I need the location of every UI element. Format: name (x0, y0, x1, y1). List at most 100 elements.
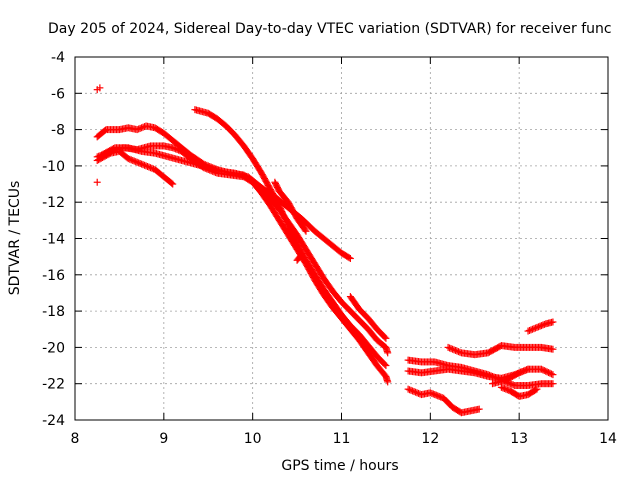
data-point (130, 157, 138, 165)
y-tick-label: -22 (42, 377, 65, 393)
y-tick-label: -10 (42, 159, 65, 175)
data-point (508, 380, 516, 388)
data-point (528, 325, 536, 333)
data-point (437, 393, 445, 401)
data-point (381, 333, 389, 341)
data-point (413, 389, 421, 397)
data-point (426, 389, 434, 397)
data-point (549, 371, 557, 379)
data-point (549, 345, 557, 353)
data-point (520, 367, 528, 375)
data-point (527, 326, 535, 334)
data-point (139, 123, 147, 131)
data-point (384, 349, 392, 357)
data-point (147, 164, 155, 172)
data-point (136, 124, 144, 132)
data-point (429, 390, 437, 398)
data-point (410, 388, 418, 396)
data-point (407, 386, 415, 394)
data-point (138, 124, 146, 132)
data-point (138, 160, 146, 168)
data-point (453, 347, 461, 355)
data-point (148, 164, 156, 172)
data-point (547, 370, 555, 378)
y-tick-label: -14 (42, 232, 65, 248)
y-axis-label: SDTVAR / TECUs (7, 181, 23, 296)
data-point (432, 391, 440, 399)
data-point (144, 163, 152, 171)
x-tick-label: 9 (159, 431, 168, 447)
data-point (534, 323, 542, 331)
y-tick-label: -18 (42, 304, 65, 320)
data-point (345, 254, 353, 262)
data-point (384, 378, 392, 386)
data-point (406, 386, 414, 394)
data-point (536, 322, 544, 330)
data-point (169, 180, 177, 188)
data-point (302, 227, 310, 235)
data-point (297, 252, 305, 260)
x-tick-label: 11 (333, 431, 351, 447)
data-point (298, 251, 306, 259)
data-point (428, 389, 436, 397)
data-point (129, 156, 137, 164)
data-point (431, 391, 439, 399)
data-point (452, 346, 460, 354)
data-point (136, 159, 144, 167)
data-point (126, 155, 134, 163)
data-point (532, 386, 540, 394)
data-point (539, 321, 547, 329)
data-point (531, 324, 539, 332)
data-point (530, 325, 538, 333)
data-point (133, 158, 141, 166)
data-point (521, 366, 529, 374)
data-point (175, 146, 183, 154)
data-point (168, 179, 176, 187)
data-point (135, 125, 143, 133)
data-point (503, 386, 511, 394)
x-tick-label: 14 (599, 431, 617, 447)
data-point (549, 380, 557, 388)
data-point (139, 161, 147, 169)
plot-frame (74, 56, 609, 421)
data-point (509, 381, 517, 389)
data-point (549, 318, 557, 326)
data-point (141, 161, 149, 169)
data-point (135, 159, 143, 167)
data-point (127, 156, 135, 164)
y-tick-label: -8 (51, 123, 65, 139)
y-tick-label: -12 (42, 195, 65, 211)
data-point (533, 385, 541, 393)
y-tick-label: -16 (42, 268, 65, 284)
x-tick-label: 13 (510, 431, 528, 447)
x-tick-label: 8 (71, 431, 80, 447)
data-point (382, 334, 390, 342)
y-tick-label: -6 (51, 86, 65, 102)
data-point (454, 348, 462, 356)
data-point (499, 384, 507, 392)
data-point (537, 322, 545, 330)
axis-ticks: 8 9 10 11 12 13 14 -24 -22 -20 -18 -16 -14 -12 -10 -8 -6… (42, 50, 617, 447)
data-point (412, 388, 420, 396)
data-point (446, 344, 454, 352)
data-point (515, 369, 523, 377)
data-point (456, 348, 464, 356)
y-tick-label: -24 (42, 413, 65, 429)
data-point (524, 327, 532, 335)
data-point (93, 178, 101, 186)
data-point (444, 343, 452, 351)
data-point (301, 226, 309, 234)
data-point (133, 126, 141, 134)
data-point (404, 385, 412, 393)
data-point (502, 385, 510, 393)
data-point (523, 366, 531, 374)
data-point (173, 146, 181, 154)
x-axis-label: GPS time / hours (281, 458, 398, 474)
x-tick-label: 10 (244, 431, 262, 447)
data-point (169, 144, 177, 152)
data-point (124, 155, 132, 163)
data-point (172, 145, 180, 153)
data-point (434, 392, 442, 400)
data-point (132, 158, 140, 166)
